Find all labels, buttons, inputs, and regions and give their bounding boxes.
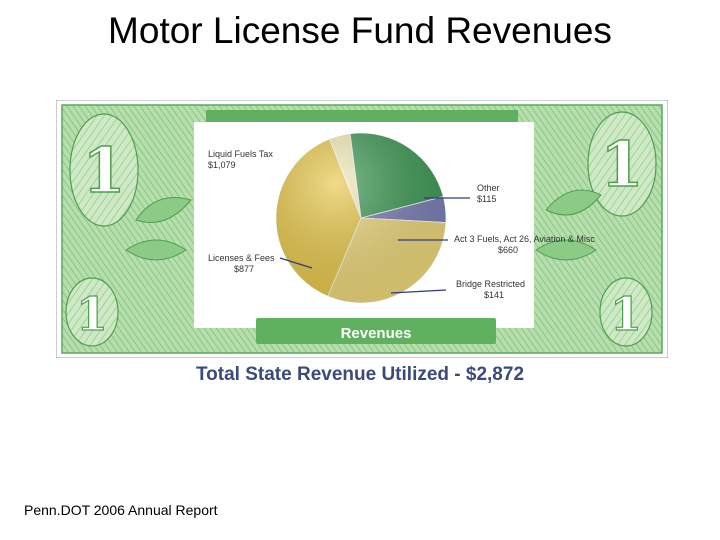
- label-licenses-value: $877: [234, 264, 255, 274]
- bill-right-ornament: 1 1: [535, 111, 657, 347]
- label-bridge-value: $141: [484, 290, 505, 300]
- bill-bottom-band: [256, 318, 496, 344]
- total-revenue-label: Total State Revenue Utilized - $2,872: [195, 364, 525, 385]
- slide-title: Motor License Fund Revenues: [108, 10, 612, 51]
- label-act3-value: $660: [498, 245, 519, 255]
- svg-text:1: 1: [76, 287, 108, 341]
- leader-lines: [279, 197, 470, 294]
- label-bridge: Bridge Restricted $141: [456, 279, 525, 301]
- label-other-name: Other: [477, 183, 500, 193]
- bill-top-band: [206, 110, 518, 122]
- pie-chart: [275, 132, 447, 304]
- label-act3-name: Act 3 Fuels, Act 26, Aviation & Misc: [454, 234, 595, 244]
- label-liquid-fuels-name: Liquid Fuels Tax: [208, 149, 273, 159]
- label-other: Other $115: [477, 183, 500, 205]
- svg-text:1: 1: [610, 287, 642, 341]
- svg-text:1: 1: [600, 128, 643, 201]
- label-liquid-fuels-value: $1,079: [208, 160, 236, 170]
- label-licenses: Licenses & Fees $877: [208, 253, 275, 275]
- dollar-bill-chart: Revenues 1 1 1 1: [56, 100, 668, 358]
- label-other-value: $115: [477, 194, 497, 204]
- svg-text:1: 1: [82, 134, 125, 207]
- label-liquid-fuels: Liquid Fuels Tax $1,079: [208, 149, 273, 171]
- leader-line-licenses: [279, 257, 313, 269]
- bill-left-ornament: 1 1: [65, 113, 192, 347]
- label-licenses-name: Licenses & Fees: [208, 253, 275, 263]
- label-bridge-name: Bridge Restricted: [456, 279, 526, 289]
- revenues-banner-text: Revenues: [341, 325, 412, 342]
- slide-footer: Penn.DOT 2006 Annual Report: [24, 502, 218, 518]
- label-act3: Act 3 Fuels, Act 26, Aviation & Misc $66…: [454, 234, 595, 256]
- leader-line-bridge: [390, 289, 447, 294]
